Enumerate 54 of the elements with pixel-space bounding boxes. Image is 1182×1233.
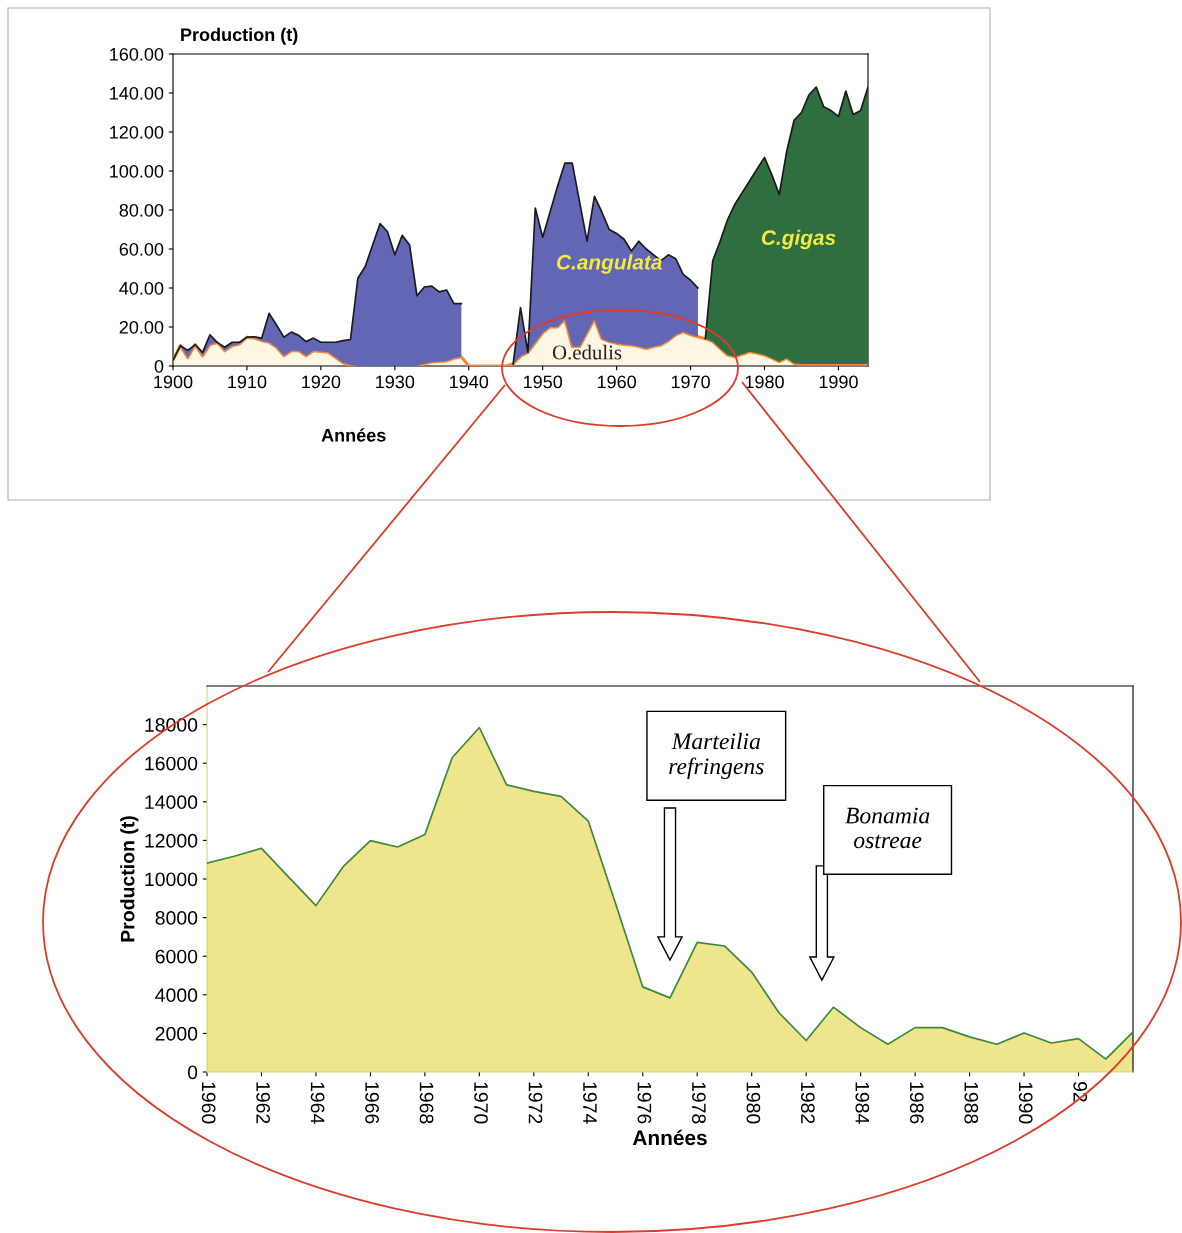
x-tick-label: 1910	[228, 375, 267, 389]
annotation: Marteilia refringens	[669, 732, 764, 780]
y-tick-label: 80.00	[119, 203, 164, 217]
x-tick-label: 1960	[201, 1082, 216, 1124]
series-label: O.edulis	[552, 344, 622, 360]
x-tick-label: 1990	[1018, 1082, 1033, 1124]
y-tick-label: 2000	[155, 1026, 198, 1041]
y-tick-label: 140.00	[110, 86, 164, 100]
y-tick-label: 40.00	[119, 281, 164, 295]
x-tick-label: 1970	[474, 1082, 488, 1124]
y-tick-label: 0	[154, 359, 164, 373]
y-tick-label: 60.00	[119, 242, 164, 256]
y-tick-label: 6000	[155, 949, 198, 964]
x-axis-title: Années	[632, 1129, 707, 1146]
x-tick-label: 1982	[800, 1082, 815, 1124]
y-axis-title: Production (t)	[181, 27, 298, 45]
x-tick-label: 1984	[855, 1082, 870, 1124]
x-tick-label: 1920	[302, 375, 341, 389]
x-tick-label: 1974	[583, 1082, 597, 1124]
x-tick-label: 1900	[154, 375, 193, 389]
y-tick-label: 100.00	[110, 164, 164, 178]
y-tick-label: 120.00	[110, 125, 164, 139]
y-tick-label: 14000	[145, 795, 198, 810]
x-tick-label: 1930	[376, 375, 415, 389]
y-tick-label: 4000	[155, 988, 198, 1003]
y-tick-label: 10000	[145, 872, 198, 887]
x-tick-label: 92	[1073, 1081, 1088, 1102]
x-tick-label: 1960	[597, 375, 636, 389]
x-tick-label: 1972	[528, 1082, 543, 1124]
x-tick-label: 1990	[819, 375, 858, 389]
x-tick-label: 1968	[419, 1082, 434, 1124]
x-tick-label: 1978	[692, 1082, 706, 1124]
y-axis-title: Production (t)	[120, 816, 139, 942]
annotation: Bonamia ostreae	[845, 807, 930, 849]
y-tick-label: 160.00	[110, 47, 164, 61]
x-tick-label: 1950	[523, 375, 563, 389]
y-tick-label: 12000	[145, 833, 198, 848]
x-tick-label: 1986	[909, 1082, 924, 1124]
x-tick-label: 1966	[365, 1082, 379, 1124]
series-label: C.angulata	[557, 254, 662, 274]
y-tick-label: 8000	[155, 911, 198, 925]
y-tick-label: 20.00	[119, 320, 164, 334]
x-tick-label: 1980	[746, 1082, 761, 1124]
y-tick-label: 16000	[145, 756, 198, 771]
x-tick-label: 1962	[256, 1082, 271, 1124]
series-label: C.gigas	[761, 229, 836, 250]
x-tick-label: 1940	[450, 375, 489, 389]
y-tick-label: 0	[187, 1065, 198, 1080]
x-tick-label: 1964	[310, 1082, 325, 1124]
x-tick-label: 1970	[671, 375, 710, 389]
x-tick-label: 1988	[964, 1082, 979, 1124]
x-tick-label: 1980	[745, 375, 784, 389]
x-axis-title: Années	[321, 428, 386, 442]
x-tick-label: 1976	[637, 1082, 652, 1124]
